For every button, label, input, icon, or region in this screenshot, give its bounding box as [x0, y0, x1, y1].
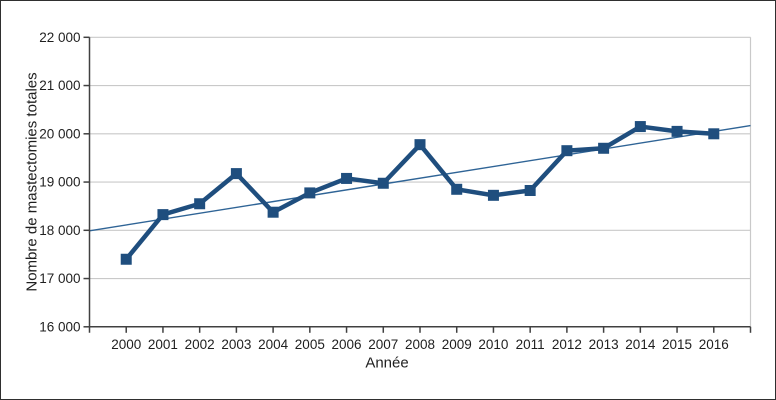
data-point-2012	[561, 145, 573, 157]
data-point-2001	[157, 209, 169, 221]
y-tick-label: 22 000	[39, 30, 80, 45]
x-axis-title: Année	[365, 354, 409, 372]
data-point-2008	[414, 139, 426, 151]
y-tick-label: 18 000	[39, 223, 80, 238]
data-point-2006	[341, 172, 353, 184]
x-tick-label: 2000	[111, 337, 141, 352]
x-tick-label: 2009	[442, 337, 472, 352]
x-tick-label: 2005	[295, 337, 325, 352]
x-tick-label: 2012	[552, 337, 582, 352]
data-point-2003	[230, 168, 242, 180]
y-tick-label: 20 000	[39, 126, 80, 141]
data-point-2016	[708, 128, 720, 140]
x-tick-label: 2001	[148, 337, 178, 352]
data-point-2014	[634, 121, 646, 133]
y-tick-label: 21 000	[39, 78, 80, 93]
data-point-2002	[194, 198, 206, 210]
data-point-2010	[487, 189, 499, 201]
x-tick-label: 2008	[405, 337, 435, 352]
data-point-2013	[598, 142, 610, 154]
y-axis-title: Nombre de mastectomies totales	[23, 72, 41, 292]
x-tick-label: 2014	[625, 337, 656, 352]
x-tick-label: 2006	[332, 337, 362, 352]
x-tick-label: 2003	[221, 337, 251, 352]
trendline	[89, 124, 751, 232]
x-tick-label: 2015	[662, 337, 692, 352]
x-tick-label: 2004	[258, 337, 289, 352]
data-point-2007	[377, 177, 389, 189]
data-point-2004	[267, 206, 279, 218]
x-tick-label: 2016	[699, 337, 729, 352]
y-tick-label: 17 000	[39, 271, 80, 286]
x-tick-label: 2002	[185, 337, 215, 352]
data-point-2015	[671, 125, 683, 137]
data-point-2011	[524, 184, 536, 196]
y-tick-label: 19 000	[39, 175, 80, 190]
y-tick-label: 16 000	[39, 319, 80, 334]
x-tick-label: 2011	[516, 337, 545, 352]
data-point-2009	[451, 183, 463, 195]
x-tick-label: 2007	[368, 337, 398, 352]
data-point-2005	[304, 187, 316, 199]
x-tick-label: 2013	[589, 337, 619, 352]
x-tick-label: 2010	[478, 337, 508, 352]
data-point-2000	[120, 253, 132, 265]
